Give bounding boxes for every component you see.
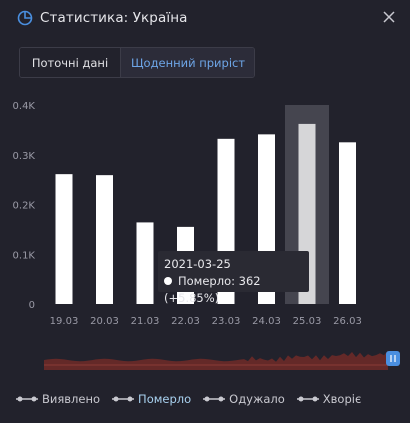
range-handle[interactable] (386, 351, 400, 366)
bar (96, 175, 113, 304)
tooltip-value-row: Померло: 362 (+5.85%) (164, 273, 303, 307)
panel-header: Статистика: Україна (0, 0, 410, 38)
legend-item-recovered[interactable]: Одужало (203, 392, 285, 406)
x-tick-label: 23.03 (212, 316, 241, 327)
x-tick-label: 20.03 (90, 316, 119, 327)
bar (55, 174, 73, 304)
legend-item-deaths[interactable]: Померло (112, 392, 191, 406)
x-tick-label: 24.03 (252, 316, 281, 327)
navigator-area (44, 350, 388, 370)
legend-label: Померло (138, 392, 192, 406)
legend-item-detected[interactable]: Виявлено (16, 392, 100, 406)
panel-title: Статистика: Україна (40, 10, 188, 26)
tooltip-date: 2021-03-25 (164, 257, 231, 271)
y-tick-label: 0.3K (13, 151, 36, 162)
pie-chart-icon (17, 10, 33, 26)
y-tick-label: 0 (29, 300, 35, 311)
tooltip-value: Померло: 362 (+5.85%) (164, 274, 261, 305)
x-tick-label: 26.03 (333, 316, 362, 327)
bar (136, 222, 154, 304)
x-tick-label: 19.03 (50, 316, 79, 327)
tab-current-data[interactable]: Поточні дані (20, 48, 121, 77)
chart-legend: Виявлено Померло Одужало Хворіє (16, 390, 406, 408)
series-dot-icon (164, 277, 172, 285)
y-tick-label: 0.4K (13, 101, 36, 112)
legend-label: Виявлено (42, 392, 101, 406)
tab-daily-growth[interactable]: Щоденний приріст (121, 48, 254, 77)
legend-label: Одужало (229, 392, 285, 406)
close-icon[interactable] (382, 10, 396, 24)
x-tick-label: 22.03 (171, 316, 200, 327)
legend-label: Хворіє (322, 392, 362, 406)
legend-item-sick[interactable]: Хворіє (296, 392, 362, 406)
range-navigator[interactable] (44, 348, 404, 370)
y-tick-label: 0.2K (13, 201, 36, 212)
legend-line-icon (296, 396, 319, 402)
x-tick-label: 21.03 (131, 316, 160, 327)
legend-line-icon (203, 396, 226, 402)
legend-line-icon (16, 396, 38, 402)
chart-tooltip: 2021-03-25 Померло: 362 (+5.85%) (158, 251, 309, 305)
bar (339, 142, 356, 304)
y-tick-label: 0.1K (13, 250, 36, 261)
legend-line-icon (112, 396, 135, 402)
view-tabs: Поточні дані Щоденний приріст (19, 47, 255, 78)
x-tick-label: 25.03 (293, 316, 322, 327)
